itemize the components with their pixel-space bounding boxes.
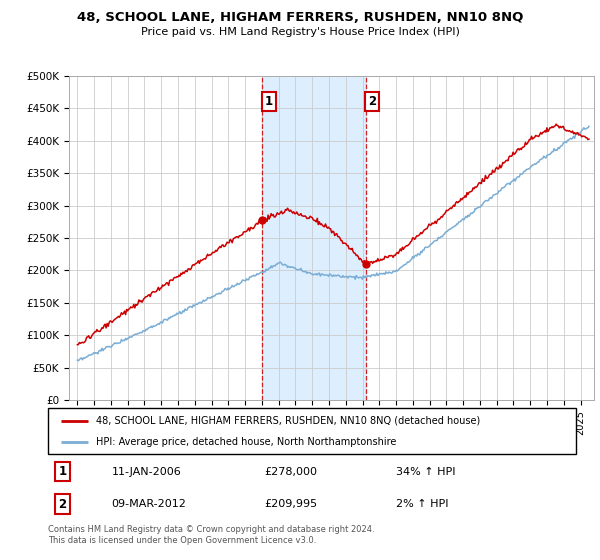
FancyBboxPatch shape [48,408,576,454]
Text: £209,995: £209,995 [265,500,317,509]
Text: 48, SCHOOL LANE, HIGHAM FERRERS, RUSHDEN, NN10 8NQ: 48, SCHOOL LANE, HIGHAM FERRERS, RUSHDEN… [77,11,523,24]
Text: 09-MAR-2012: 09-MAR-2012 [112,500,186,509]
Text: HPI: Average price, detached house, North Northamptonshire: HPI: Average price, detached house, Nort… [95,437,396,447]
Text: 1: 1 [265,95,273,108]
Text: 11-JAN-2006: 11-JAN-2006 [112,466,181,477]
Text: 2: 2 [59,498,67,511]
Text: £278,000: £278,000 [265,466,317,477]
Text: 2% ↑ HPI: 2% ↑ HPI [397,500,449,509]
Text: 2: 2 [368,95,376,108]
Text: Price paid vs. HM Land Registry's House Price Index (HPI): Price paid vs. HM Land Registry's House … [140,27,460,37]
Bar [262,76,365,400]
Text: 48, SCHOOL LANE, HIGHAM FERRERS, RUSHDEN, NN10 8NQ (detached house): 48, SCHOOL LANE, HIGHAM FERRERS, RUSHDEN… [95,416,480,426]
Text: 34% ↑ HPI: 34% ↑ HPI [397,466,456,477]
Text: Contains HM Land Registry data © Crown copyright and database right 2024.
This d: Contains HM Land Registry data © Crown c… [48,525,374,545]
Text: 1: 1 [59,465,67,478]
